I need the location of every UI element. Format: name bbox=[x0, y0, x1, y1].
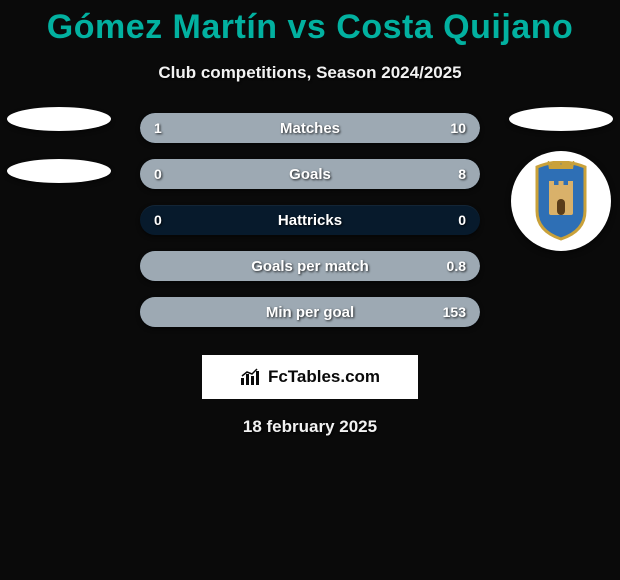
subtitle: Club competitions, Season 2024/2025 bbox=[0, 63, 620, 83]
stats-area: 1Matches10 0Goals8 0Hattricks0 Goals per ma… bbox=[0, 113, 620, 327]
shield-icon bbox=[527, 161, 595, 241]
page-title: Gómez Martín vs Costa Quijano bbox=[0, 0, 620, 47]
bar-text: 0Goals8 bbox=[140, 159, 480, 189]
bar-text: 1Matches10 bbox=[140, 113, 480, 143]
club-oval bbox=[7, 159, 111, 183]
date-label: 18 february 2025 bbox=[0, 417, 620, 437]
stat-bar: 0Goals8 bbox=[140, 159, 480, 189]
club-badge bbox=[511, 151, 611, 251]
stat-bar: 0Hattricks0 bbox=[140, 205, 480, 235]
stat-bars: 1Matches10 0Goals8 0Hattricks0 Goals per ma… bbox=[140, 113, 480, 327]
player-oval bbox=[509, 107, 613, 131]
castle-icon bbox=[549, 181, 573, 215]
bar-label: Hattricks bbox=[140, 212, 480, 229]
right-player-column bbox=[506, 107, 616, 251]
brand-label: FcTables.com bbox=[268, 367, 380, 387]
bar-label: Matches bbox=[140, 120, 480, 137]
bar-label: Goals bbox=[140, 166, 480, 183]
bar-label: Min per goal bbox=[140, 304, 480, 321]
stat-bar: Goals per match0.8 bbox=[140, 251, 480, 281]
bar-label: Goals per match bbox=[140, 258, 480, 275]
stat-bar: 1Matches10 bbox=[140, 113, 480, 143]
bar-text: 0Hattricks0 bbox=[140, 205, 480, 235]
bar-text: Min per goal153 bbox=[140, 297, 480, 327]
brand-box: FcTables.com bbox=[202, 355, 418, 399]
left-player-column bbox=[4, 107, 114, 211]
comparison-infographic: Gómez Martín vs Costa Quijano Club compe… bbox=[0, 0, 620, 580]
player-oval bbox=[7, 107, 111, 131]
bar-text: Goals per match0.8 bbox=[140, 251, 480, 281]
chart-icon bbox=[240, 368, 262, 386]
stat-bar: Min per goal153 bbox=[140, 297, 480, 327]
